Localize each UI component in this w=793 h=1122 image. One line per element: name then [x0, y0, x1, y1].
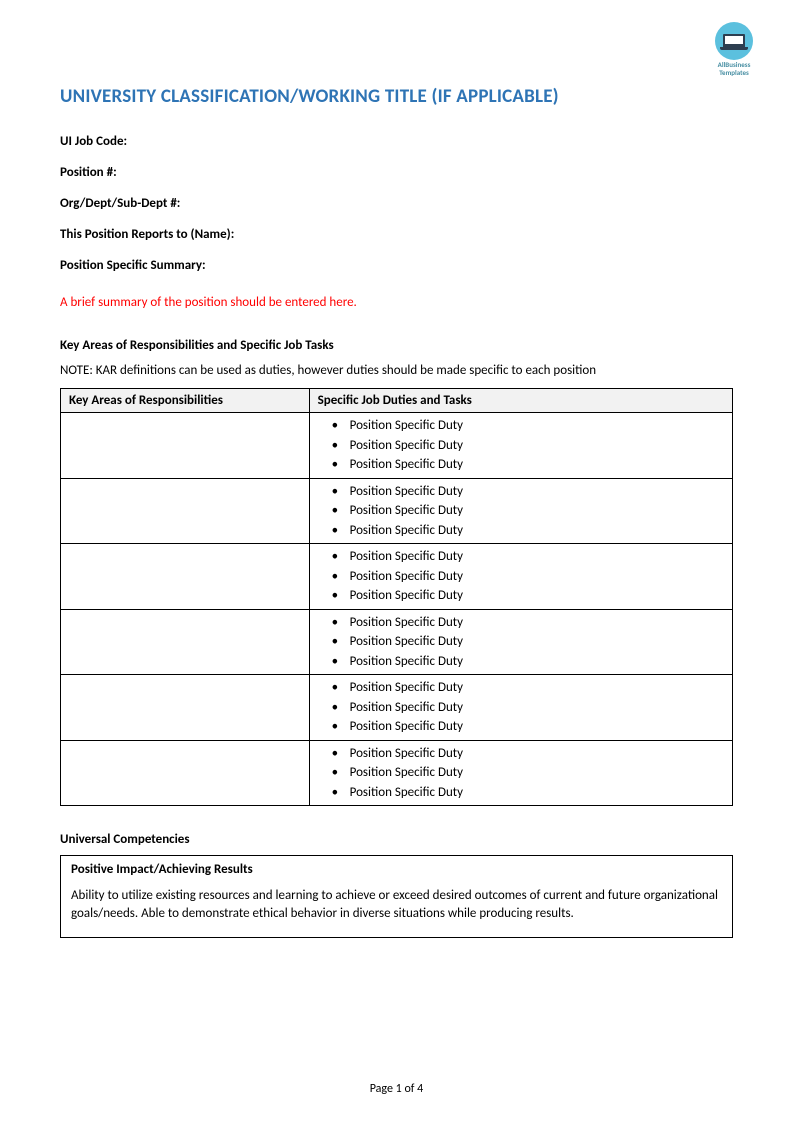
duty-item: Position Specific Duty — [332, 717, 724, 737]
duty-item: Position Specific Duty — [332, 501, 724, 521]
logo-circle — [715, 22, 753, 60]
field-org-dept: Org/Dept/Sub-Dept #: — [60, 196, 733, 211]
kar-heading: Key Areas of Responsibilities and Specif… — [60, 338, 733, 353]
table-row: Position Specific DutyPosition Specific … — [61, 544, 733, 610]
kar-cell — [61, 413, 310, 479]
field-summary: Position Specific Summary: — [60, 258, 733, 273]
kar-note: NOTE: KAR definitions can be used as dut… — [60, 363, 733, 378]
duty-item: Position Specific Duty — [332, 455, 724, 475]
duties-cell: Position Specific DutyPosition Specific … — [309, 609, 732, 675]
duties-cell: Position Specific DutyPosition Specific … — [309, 675, 732, 741]
page-footer: Page 1 of 4 — [0, 1082, 793, 1096]
logo-text-line2: Templates — [715, 69, 753, 77]
competency-title: Positive Impact/Achieving Results — [71, 862, 722, 877]
duty-item: Position Specific Duty — [332, 521, 724, 541]
competency-box: Positive Impact/Achieving Results Abilit… — [60, 855, 733, 938]
kar-cell — [61, 478, 310, 544]
kar-cell — [61, 609, 310, 675]
table-row: Position Specific DutyPosition Specific … — [61, 675, 733, 741]
duty-item: Position Specific Duty — [332, 567, 724, 587]
kar-cell — [61, 675, 310, 741]
duty-item: Position Specific Duty — [332, 763, 724, 783]
duty-item: Position Specific Duty — [332, 586, 724, 606]
duty-item: Position Specific Duty — [332, 678, 724, 698]
duty-item: Position Specific Duty — [332, 744, 724, 764]
duty-item: Position Specific Duty — [332, 783, 724, 803]
duty-item: Position Specific Duty — [332, 652, 724, 672]
duty-item: Position Specific Duty — [332, 698, 724, 718]
laptop-icon — [723, 34, 745, 48]
competency-text: Ability to utilize existing resources an… — [71, 887, 722, 923]
logo-badge: AllBusiness Templates — [715, 22, 753, 76]
table-row: Position Specific DutyPosition Specific … — [61, 609, 733, 675]
kar-table: Key Areas of Responsibilities Specific J… — [60, 388, 733, 806]
duty-item: Position Specific Duty — [332, 547, 724, 567]
table-row: Position Specific DutyPosition Specific … — [61, 478, 733, 544]
kar-cell — [61, 740, 310, 806]
duty-item: Position Specific Duty — [332, 613, 724, 633]
page-title: UNIVERSITY CLASSIFICATION/WORKING TITLE … — [60, 85, 733, 108]
competencies-heading: Universal Competencies — [60, 832, 733, 847]
kar-cell — [61, 544, 310, 610]
duties-cell: Position Specific DutyPosition Specific … — [309, 544, 732, 610]
table-row: Position Specific DutyPosition Specific … — [61, 413, 733, 479]
table-row: Position Specific DutyPosition Specific … — [61, 740, 733, 806]
duties-cell: Position Specific DutyPosition Specific … — [309, 478, 732, 544]
field-job-code: UI Job Code: — [60, 134, 733, 149]
field-position: Position #: — [60, 165, 733, 180]
col-header-duties: Specific Job Duties and Tasks — [309, 389, 732, 413]
table-header-row: Key Areas of Responsibilities Specific J… — [61, 389, 733, 413]
summary-placeholder: A brief summary of the position should b… — [60, 295, 733, 310]
duty-item: Position Specific Duty — [332, 416, 724, 436]
duties-cell: Position Specific DutyPosition Specific … — [309, 740, 732, 806]
col-header-kar: Key Areas of Responsibilities — [61, 389, 310, 413]
duties-cell: Position Specific DutyPosition Specific … — [309, 413, 732, 479]
duty-item: Position Specific Duty — [332, 482, 724, 502]
duty-item: Position Specific Duty — [332, 632, 724, 652]
duty-item: Position Specific Duty — [332, 436, 724, 456]
field-reports-to: This Position Reports to (Name): — [60, 227, 733, 242]
